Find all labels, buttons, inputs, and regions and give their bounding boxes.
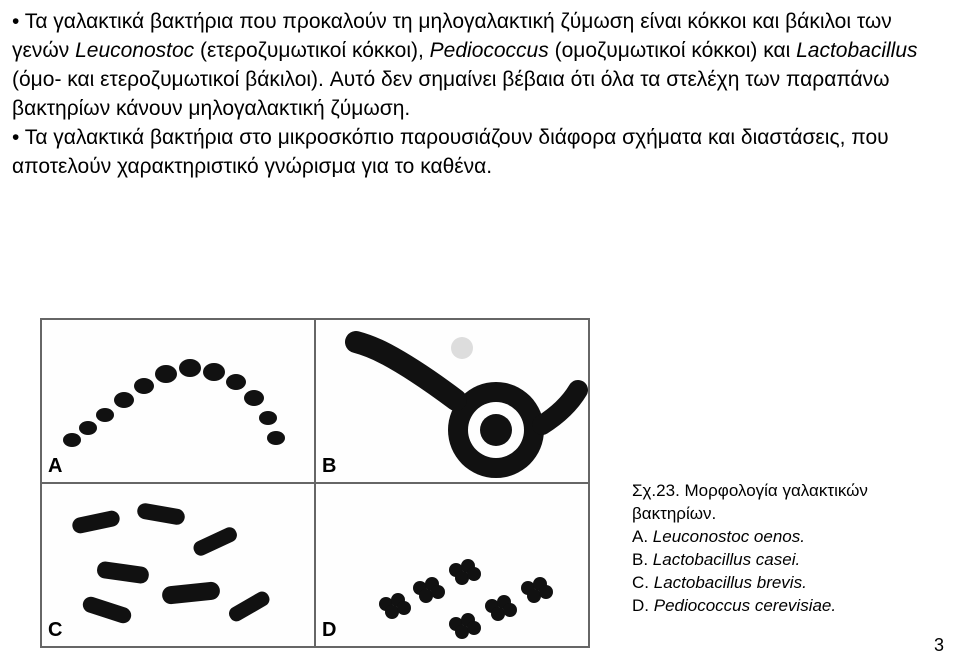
figure-label-b: B [322,455,336,478]
figure-cell-a: A [41,319,315,483]
p1-text-2: (ετεροζυμωτικοί κόκκοι), [194,39,429,62]
caption-d: D. Pediococcus cerevisiae. [632,595,932,618]
p1-text-4: (όμο- και ετεροζυμωτικοί βάκιλοι). Αυτό … [12,68,890,120]
caption-c-pre: C. [632,573,654,592]
figure-caption: Σχ.23. Μορφολογία γαλακτικών βακτηρίων. … [632,480,932,618]
p1-text-3: (ομοζυμωτικοί κόκκοι) και [549,39,796,62]
caption-title: Σχ.23. Μορφολογία γαλακτικών βακτηρίων. [632,480,932,526]
caption-a: A. Leuconostoc oenos. [632,526,932,549]
microbe-a-svg [42,320,315,483]
figure-grid: A B C [40,318,590,648]
paragraph-1: • Τα γαλακτικά βακτήρια που προκαλούν τη… [12,8,942,124]
figure-label-d: D [322,619,336,642]
figure-label-a: A [48,455,62,478]
body-text: • Τα γαλακτικά βακτήρια που προκαλούν τη… [12,8,942,182]
caption-b-species: Lactobacillus casei. [653,550,800,569]
caption-b-pre: B. [632,550,653,569]
caption-b: B. Lactobacillus casei. [632,549,932,572]
microbe-b-svg [316,320,589,483]
figure-cell-c: C [41,483,315,647]
paragraph-2: • Τα γαλακτικά βακτήρια στο μικροσκόπιο … [12,124,942,182]
p1-italic-3: Lactobacillus [796,39,917,62]
page-number: 3 [934,635,944,656]
caption-d-species: Pediococcus cerevisiae. [654,596,836,615]
caption-c-species: Lactobacillus brevis. [654,573,807,592]
caption-a-pre: A. [632,527,653,546]
caption-c: C. Lactobacillus brevis. [632,572,932,595]
microbe-d-svg [316,484,589,647]
microbe-c-svg [42,484,315,647]
figure-cell-d: D [315,483,589,647]
p1-italic-2: Pediococcus [430,39,549,62]
figure-cell-b: B [315,319,589,483]
caption-a-species: Leuconostoc oenos. [653,527,805,546]
p1-italic-1: Leuconostoc [75,39,194,62]
caption-d-pre: D. [632,596,654,615]
figure-label-c: C [48,619,62,642]
